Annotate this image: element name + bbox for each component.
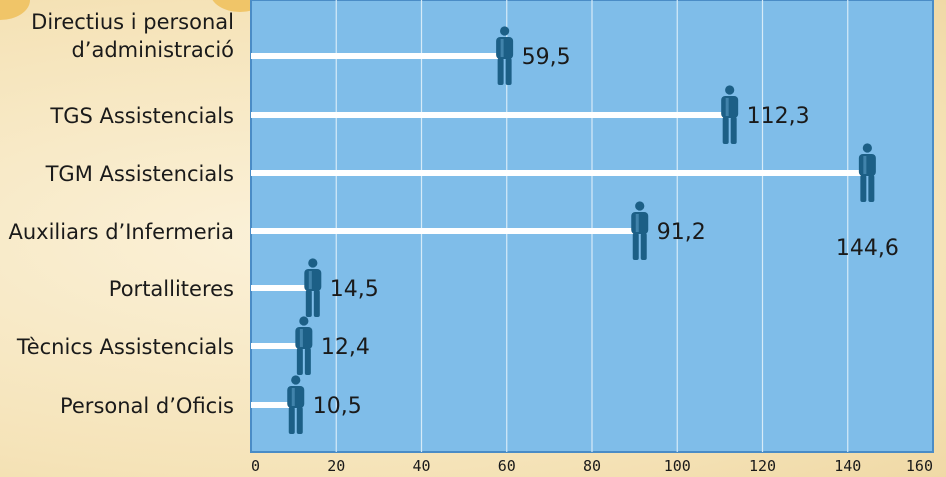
category-label: Portalliteres xyxy=(109,277,234,301)
person-icon xyxy=(858,143,876,202)
category-label: d’administració xyxy=(71,38,234,62)
value-labels: 59,5 112,3 144,6 91,2 14,5 12,4 10,5 xyxy=(313,45,899,419)
x-tick-label: 0 xyxy=(251,457,260,475)
x-tick-label: 120 xyxy=(749,457,776,475)
bar xyxy=(251,402,296,408)
bar xyxy=(251,343,304,349)
person-icon xyxy=(295,316,313,375)
category-labels: Directius i personal d’administració TGS A… xyxy=(8,10,234,418)
bar xyxy=(251,112,730,118)
x-tick-label: 80 xyxy=(583,457,601,475)
bars xyxy=(251,53,868,408)
bar xyxy=(251,228,640,234)
x-tick-label: 40 xyxy=(412,457,430,475)
category-label: TGM Assistencials xyxy=(45,162,234,186)
value-label: 112,3 xyxy=(747,104,810,129)
value-label: 144,6 xyxy=(836,236,899,261)
x-tick-label: 100 xyxy=(664,457,691,475)
category-label: Personal d’Oficis xyxy=(60,394,234,418)
person-markers xyxy=(287,26,876,434)
x-tick-label: 140 xyxy=(834,457,861,475)
bar xyxy=(251,285,313,291)
bar xyxy=(251,53,505,59)
value-label: 12,4 xyxy=(321,335,370,360)
x-axis-ticks: 0 20 40 60 80 100 120 140 160 xyxy=(251,457,933,475)
value-label: 10,5 xyxy=(313,394,362,419)
category-label: Tècnics Assistencials xyxy=(16,335,234,359)
person-icon xyxy=(287,375,305,434)
category-label: Directius i personal xyxy=(31,10,234,34)
person-icon xyxy=(496,26,514,85)
person-icon xyxy=(721,85,739,144)
person-icon xyxy=(631,201,649,260)
person-icon xyxy=(304,258,322,317)
value-label: 59,5 xyxy=(522,45,571,70)
bar xyxy=(251,170,868,176)
category-label: Auxiliars d’Infermeria xyxy=(8,220,234,244)
value-label: 91,2 xyxy=(657,220,706,245)
x-tick-label: 20 xyxy=(327,457,345,475)
value-label: 14,5 xyxy=(330,277,379,302)
x-tick-label: 60 xyxy=(498,457,516,475)
category-label: TGS Assistencials xyxy=(49,104,234,128)
gridlines xyxy=(335,0,849,452)
x-tick-label: 160 xyxy=(906,457,933,475)
